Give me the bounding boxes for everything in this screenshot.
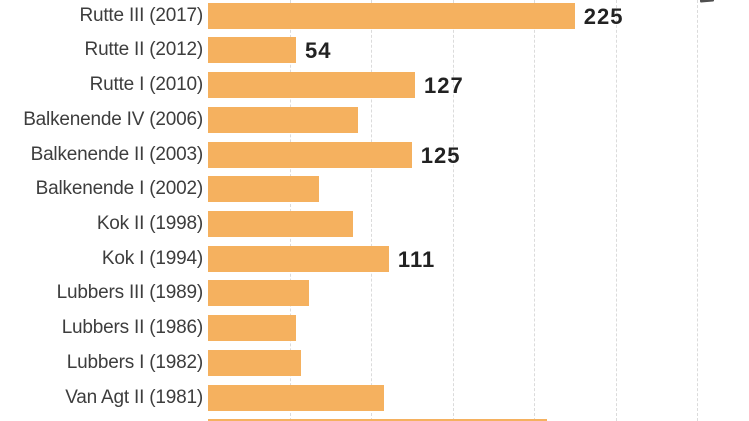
category-label: Rutte I (2010) <box>89 74 204 95</box>
category-label: Balkenende I (2002) <box>35 178 204 199</box>
gridline-50-days <box>289 0 291 421</box>
category-label: Balkenende IV (2006) <box>23 109 203 130</box>
category-label: Rutte II (2012) <box>84 39 204 60</box>
clipped-text-fragment <box>699 0 715 3</box>
category-label: Van Agt II (1981) <box>65 387 203 408</box>
category-label: Kok I (1994) <box>101 248 203 269</box>
bar <box>208 246 389 272</box>
bar <box>208 72 415 98</box>
bar <box>208 419 547 421</box>
gridline-250-days <box>615 0 617 421</box>
category-label: Balkenende II (2003) <box>30 144 204 165</box>
value-label: 125 <box>420 143 461 168</box>
bar <box>208 315 296 341</box>
value-label: 54 <box>305 38 332 63</box>
bar <box>208 107 358 133</box>
bar <box>208 385 384 411</box>
value-label: 127 <box>424 73 464 98</box>
gridline-150-days <box>452 0 454 421</box>
value-label: 225 <box>583 4 624 29</box>
bar <box>208 142 412 168</box>
gridline-200-days <box>534 0 535 421</box>
bar <box>208 176 319 202</box>
category-label: Rutte III (2017) <box>79 5 203 26</box>
gridline-300-days <box>697 0 698 421</box>
bar <box>208 211 353 237</box>
bar <box>208 280 309 306</box>
gridline-100-days <box>371 0 372 421</box>
bar <box>208 350 301 376</box>
value-label: 111 <box>397 247 436 272</box>
bar <box>208 3 575 29</box>
category-label: Lubbers III (1989) <box>56 282 204 303</box>
category-label: Kok II (1998) <box>96 213 203 234</box>
category-label: Lubbers I (1982) <box>66 352 203 373</box>
bar <box>208 37 296 63</box>
category-label: Lubbers II (1986) <box>61 317 204 338</box>
